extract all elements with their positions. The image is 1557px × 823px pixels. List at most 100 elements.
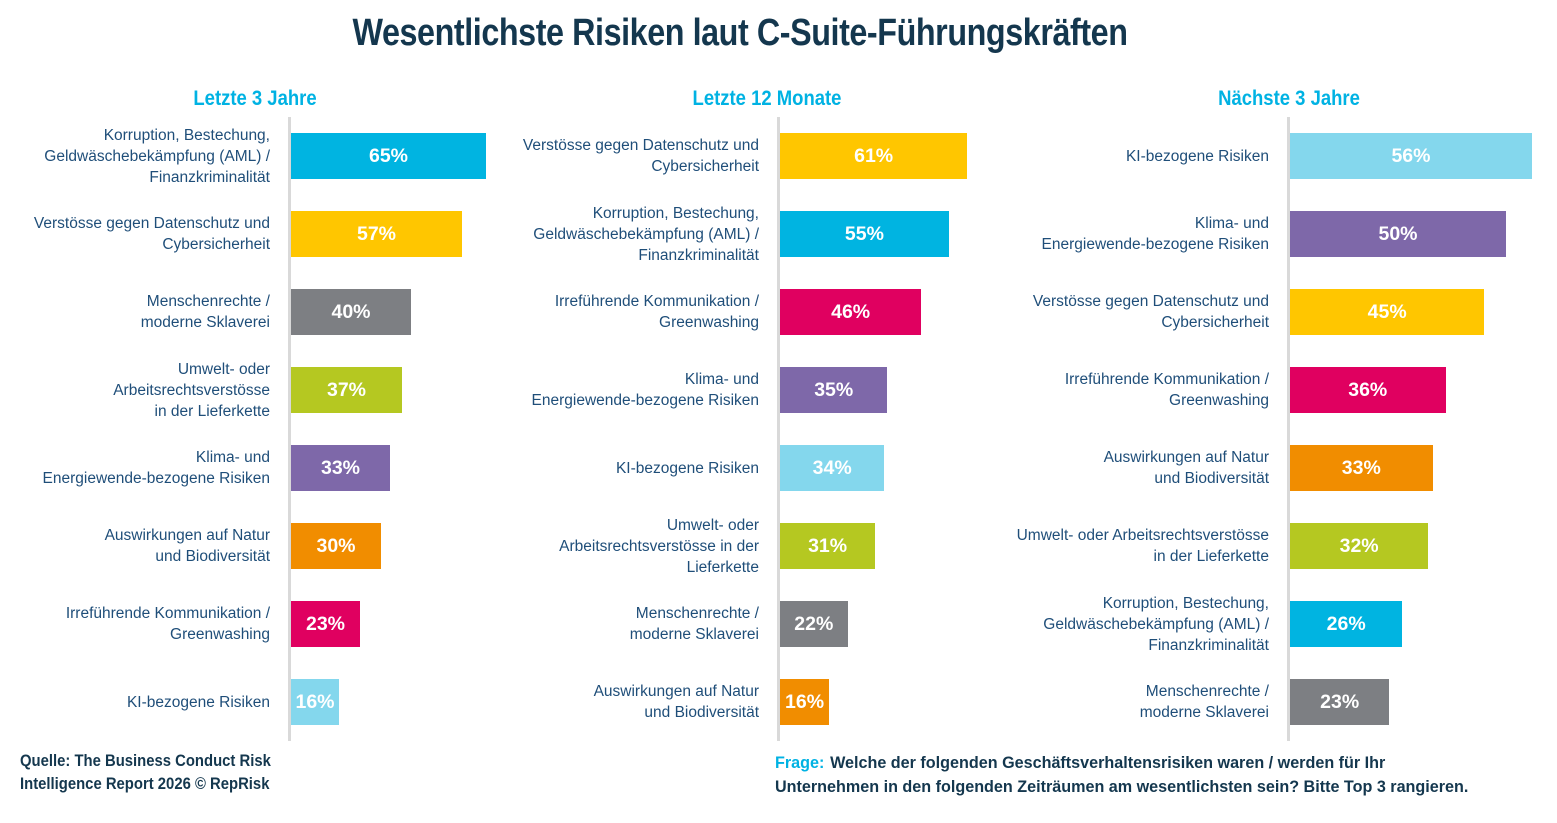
category-label: Verstösse gegen Datenschutz und Cybersic… [33, 215, 270, 253]
bar-value-label: 56% [1391, 144, 1431, 167]
bar-row: Klima- und Energiewende-bezogene Risiken… [490, 351, 995, 429]
bar-value-label: 65% [368, 144, 409, 167]
bar-row: Menschenrechte / moderne Sklaverei 40% [0, 273, 510, 351]
bar-value-label: 32% [1339, 534, 1379, 557]
question-text-1: Welche der folgenden Geschäftsverhaltens… [830, 753, 1386, 772]
source-line-2: Intelligence Report 2026 © RepRisk [20, 775, 270, 793]
bar: 46% [780, 289, 922, 335]
bar-value-label: 33% [1341, 456, 1381, 479]
bar-row: Umwelt- oder Arbeitsrechtsverstösse in d… [995, 507, 1557, 585]
bar-value-label: 33% [320, 456, 361, 479]
category-label: Menschenrechte / moderne Sklaverei [140, 293, 270, 331]
bar-value-label: 34% [812, 456, 852, 479]
category-label: KI-bezogene Risiken [126, 693, 270, 711]
bar-value-label: 26% [1326, 612, 1366, 635]
category-label: Irreführende Kommunikation / Greenwashin… [1064, 371, 1269, 409]
bar-row: Verstösse gegen Datenschutz und Cybersic… [0, 195, 510, 273]
bar: 61% [780, 133, 968, 179]
bar: 22% [780, 601, 848, 647]
category-label: Menschenrechte / moderne Sklaverei [1139, 683, 1269, 721]
category-label: Korruption, Bestechung, Geldwäschebekämp… [44, 126, 270, 186]
bar-value-label: 22% [794, 612, 834, 635]
bar-value-label: 23% [305, 612, 346, 635]
bar-row: Korruption, Bestechung, Geldwäschebekämp… [0, 117, 510, 195]
bar: 45% [1290, 289, 1485, 335]
bar: 35% [780, 367, 888, 413]
bar: 55% [780, 211, 949, 257]
bar-row: Umwelt- oder Arbeitsrechtsverstösse in d… [490, 507, 995, 585]
bar: 40% [291, 289, 411, 335]
bar-row: Irreführende Kommunikation / Greenwashin… [0, 585, 510, 663]
bar: 56% [1290, 133, 1532, 179]
bar-row: Verstösse gegen Datenschutz und Cybersic… [995, 273, 1557, 351]
category-label: Klima- und Energiewende-bezogene Risiken [1041, 215, 1269, 253]
panel-header-naechste-3-jahre: Nächste 3 Jahre [1218, 87, 1360, 110]
category-label: KI-bezogene Risiken [1125, 147, 1269, 165]
bar: 26% [1290, 601, 1403, 647]
bar-value-label: 16% [295, 690, 335, 713]
category-label: Korruption, Bestechung, Geldwäschebekämp… [1043, 594, 1269, 654]
bar: 32% [1290, 523, 1429, 569]
survey-question: Frage: Welche der folgenden Geschäftsverh… [775, 751, 1468, 799]
page-title: Wesentlichste Risiken laut C-Suite-Führu… [352, 12, 1128, 54]
axis-line [1287, 117, 1290, 741]
panel-header-letzte-3-jahre: Letzte 3 Jahre [193, 87, 317, 110]
bar-row: KI-bezogene Risiken 16% [0, 663, 510, 741]
panel-naechste-3-jahre: KI-bezogene Risiken 56% Klima- und Energie… [995, 117, 1557, 741]
bar: 65% [291, 133, 486, 179]
category-label: Menschenrechte / moderne Sklaverei [629, 605, 759, 643]
question-line-1: Frage: Welche der folgenden Geschäftsverh… [775, 751, 1468, 775]
category-label: Umwelt- oder Arbeitsrechtsverstösse in d… [1016, 527, 1269, 565]
category-label: Irreführende Kommunikation / Greenwashin… [65, 605, 270, 643]
bar-row: KI-bezogene Risiken 34% [490, 429, 995, 507]
bar: 33% [291, 445, 390, 491]
bar-value-label: 61% [854, 144, 894, 167]
category-label: Korruption, Bestechung, Geldwäschebekämp… [533, 204, 759, 264]
question-text-2: Unternehmen in den folgenden Zeiträumen … [775, 777, 1469, 796]
bar-value-label: 30% [316, 534, 356, 557]
bar-row: Irreführende Kommunikation / Greenwashin… [995, 351, 1557, 429]
bar-value-label: 45% [1367, 300, 1407, 323]
bar: 31% [780, 523, 876, 569]
bar: 23% [291, 601, 360, 647]
bar: 57% [291, 211, 462, 257]
bar-value-label: 46% [831, 300, 871, 323]
bar-row: Verstösse gegen Datenschutz und Cybersic… [490, 117, 995, 195]
axis-line [288, 117, 291, 741]
category-label: Klima- und Energiewende-bezogene Risiken [531, 371, 759, 409]
bar-value-label: 40% [331, 300, 371, 323]
panel-letzte-12-monate: Verstösse gegen Datenschutz und Cybersic… [490, 117, 995, 741]
bar-value-label: 37% [326, 378, 367, 401]
bar-row: Korruption, Bestechung, Geldwäschebekämp… [490, 195, 995, 273]
bar-row: Irreführende Kommunikation / Greenwashin… [490, 273, 995, 351]
bar-value-label: 50% [1378, 222, 1418, 245]
bar-value-label: 55% [844, 222, 884, 245]
bar-row: Menschenrechte / moderne Sklaverei 22% [490, 585, 995, 663]
question-label: Frage: [775, 753, 825, 772]
bar-row: Menschenrechte / moderne Sklaverei 23% [995, 663, 1557, 741]
bar: 33% [1290, 445, 1433, 491]
category-label: Irreführende Kommunikation / Greenwashin… [554, 293, 759, 331]
bar-value-label: 31% [808, 534, 848, 557]
bar-row: Auswirkungen auf Natur und Biodiversität… [490, 663, 995, 741]
bar-value-label: 35% [814, 378, 854, 401]
panel-letzte-3-jahre: Korruption, Bestechung, Geldwäschebekämp… [0, 117, 510, 741]
bar-value-label: 57% [356, 222, 397, 245]
category-label: Verstösse gegen Datenschutz und Cybersic… [1032, 293, 1269, 331]
category-label: Umwelt- oder Arbeitsrechtsverstösse in d… [559, 516, 759, 576]
bar: 50% [1290, 211, 1506, 257]
bar-row: Umwelt- oder Arbeitsrechtsverstösse in d… [0, 351, 510, 429]
source-line-1: Quelle: The Business Conduct Risk [20, 752, 271, 770]
bar-row: KI-bezogene Risiken 56% [995, 117, 1557, 195]
category-label: Auswirkungen auf Natur und Biodiversität [593, 683, 759, 721]
source-note: Quelle: The Business Conduct Risk Intell… [20, 750, 271, 796]
bar-value-label: 16% [785, 690, 825, 713]
bar: 30% [291, 523, 381, 569]
category-label: Umwelt- oder Arbeitsrechtsverstösse in d… [113, 360, 270, 420]
bar-row: Korruption, Bestechung, Geldwäschebekämp… [995, 585, 1557, 663]
category-label: Verstösse gegen Datenschutz und Cybersic… [522, 137, 759, 175]
bar: 23% [1290, 679, 1390, 725]
bar: 37% [291, 367, 402, 413]
bar-value-label: 36% [1348, 378, 1388, 401]
